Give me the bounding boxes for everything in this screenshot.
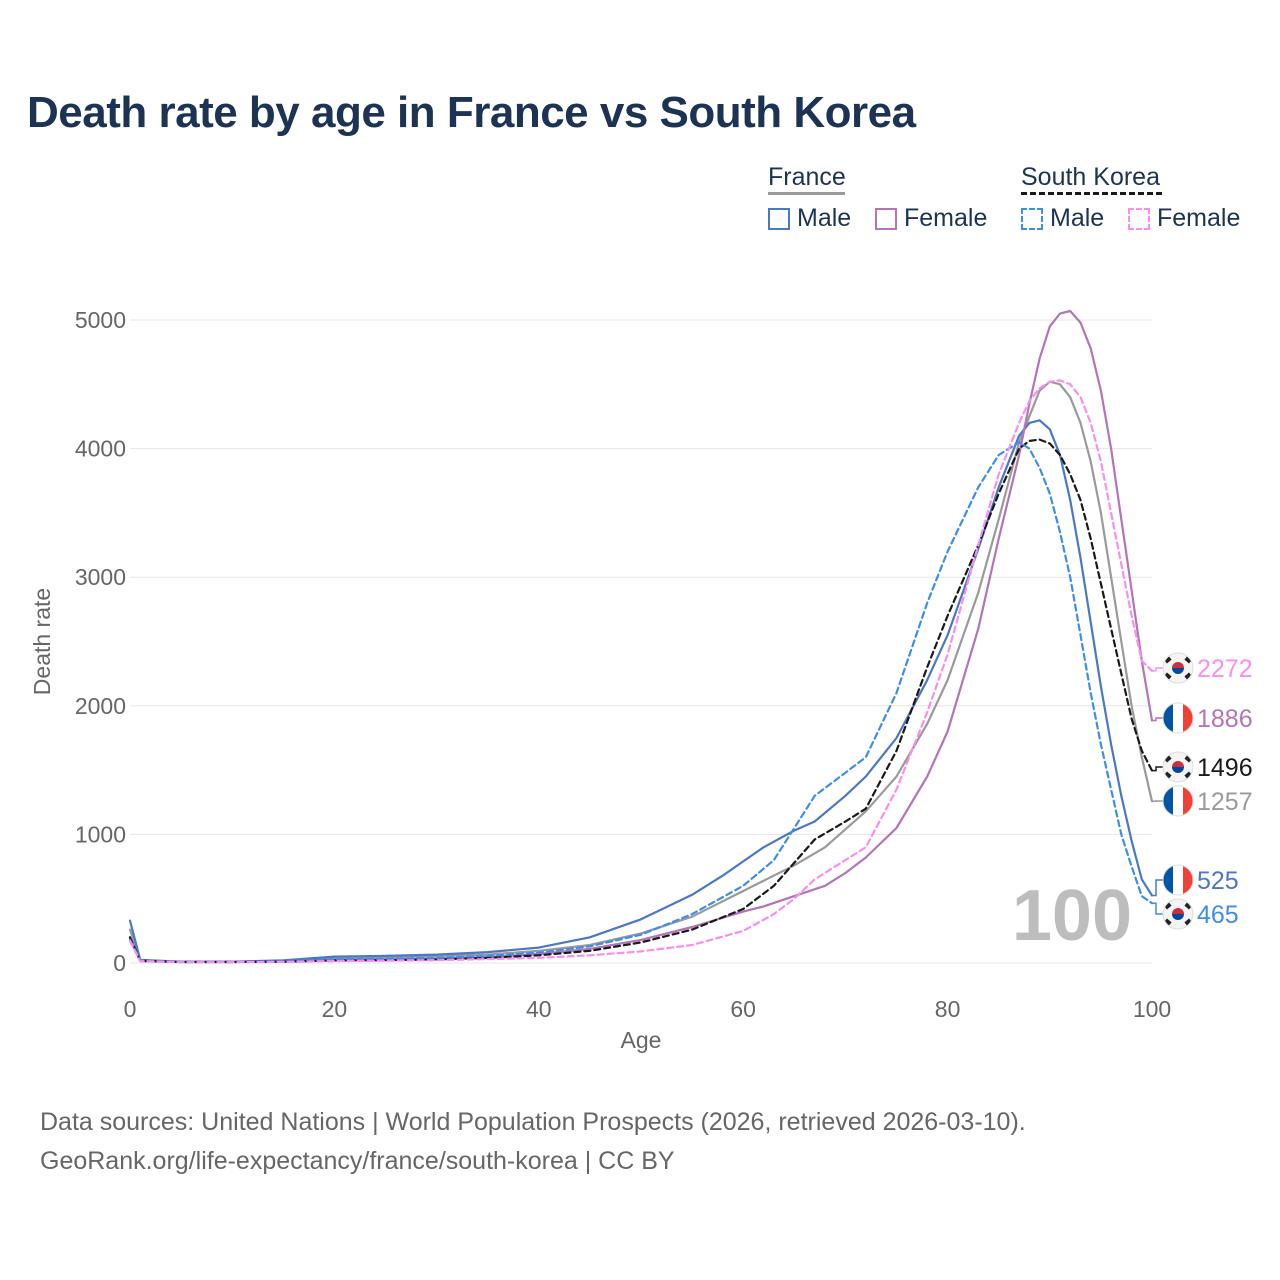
x-axis-title: Age xyxy=(621,1027,662,1053)
source-line-2: GeoRank.org/life-expectancy/france/south… xyxy=(40,1147,675,1175)
france-flag-icon xyxy=(1162,785,1194,817)
legend-france-female-label: Female xyxy=(904,204,988,232)
france-flag-icon xyxy=(1162,864,1194,896)
series-line-france-total[interactable] xyxy=(128,380,1154,963)
source-line-1: Data sources: United Nations | World Pop… xyxy=(40,1108,1026,1136)
legend-korea-underline xyxy=(1021,192,1162,195)
legend-korea-male[interactable]: Male xyxy=(1021,204,1104,233)
big-age-label: 100 xyxy=(1012,876,1132,956)
legend-france-female[interactable]: Female xyxy=(875,204,987,233)
legend-swatch-korea-male xyxy=(1021,207,1043,230)
end-label-connector xyxy=(1152,879,1163,897)
legend-korea-female-label: Female xyxy=(1157,204,1241,232)
chart-title: Death rate by age in France vs South Kor… xyxy=(27,88,916,137)
legend-france-male[interactable]: Male xyxy=(768,204,851,233)
korea-flag-icon xyxy=(1162,652,1194,684)
legend-france-underline xyxy=(768,192,845,195)
x-tick-label: 20 xyxy=(322,996,348,1022)
end-label-south-korea-male: 465 xyxy=(1197,901,1239,929)
series-line-south-korea-male[interactable] xyxy=(128,441,1154,964)
series-line-south-korea-female[interactable] xyxy=(128,379,1154,964)
france-flag-icon xyxy=(1162,702,1194,734)
end-label-connector xyxy=(1152,717,1163,722)
korea-flag-icon xyxy=(1162,898,1194,930)
x-tick-label: 40 xyxy=(526,996,552,1022)
series-line-france-male[interactable] xyxy=(128,419,1154,963)
end-label-south-korea-female: 2272 xyxy=(1197,655,1253,683)
end-label-france-male: 525 xyxy=(1197,867,1239,895)
korea-flag-icon xyxy=(1162,751,1194,783)
x-tick-label: 0 xyxy=(124,996,137,1022)
x-tick-label: 100 xyxy=(1133,996,1171,1022)
end-label-connector xyxy=(1152,766,1163,772)
y-tick-label: 1000 xyxy=(75,821,126,847)
end-label-connector xyxy=(1152,667,1163,672)
legend-korea-female[interactable]: Female xyxy=(1128,204,1240,233)
end-label-south-korea-total: 1496 xyxy=(1197,754,1253,782)
x-tick-label: 80 xyxy=(935,996,961,1022)
end-label-connector xyxy=(1152,902,1163,915)
end-label-france-total: 1257 xyxy=(1197,788,1253,816)
y-tick-label: 4000 xyxy=(75,436,126,462)
x-tick-label: 60 xyxy=(730,996,756,1022)
legend-swatch-france-female xyxy=(875,207,897,230)
legend-swatch-france-male xyxy=(768,207,790,230)
y-tick-label: 5000 xyxy=(75,307,126,333)
legend-france-title: France xyxy=(768,163,846,191)
legend-france-male-label: Male xyxy=(797,204,852,232)
y-axis-title: Death rate xyxy=(29,588,55,695)
series-line-france-female[interactable] xyxy=(128,309,1154,964)
legend-swatch-korea-female xyxy=(1128,207,1150,230)
y-tick-label: 0 xyxy=(113,950,126,976)
legend-korea-male-label: Male xyxy=(1050,204,1105,232)
y-tick-label: 3000 xyxy=(75,564,126,590)
y-tick-label: 2000 xyxy=(75,693,126,719)
end-label-france-female: 1886 xyxy=(1197,705,1253,733)
legend-korea-title: South Korea xyxy=(1021,163,1160,191)
